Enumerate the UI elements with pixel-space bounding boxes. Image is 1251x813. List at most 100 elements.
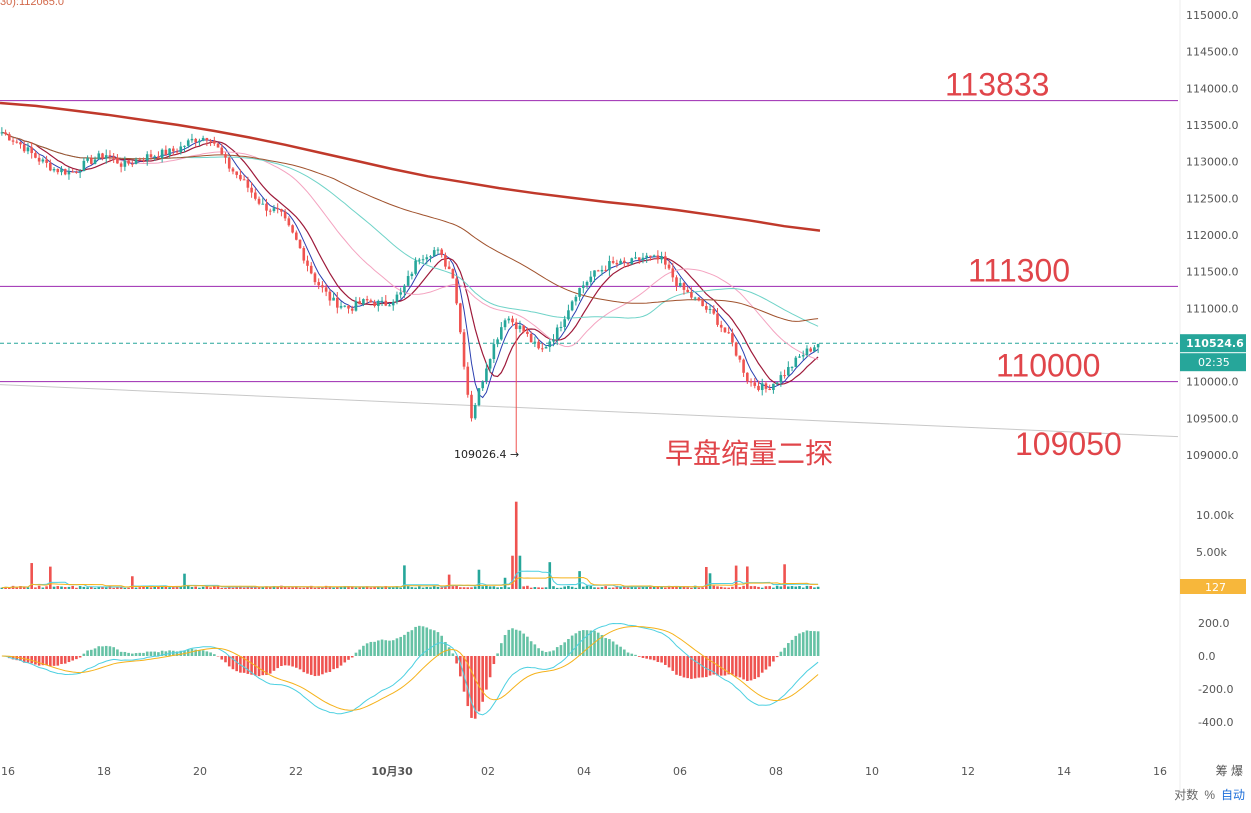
volume-bar [414, 588, 417, 589]
volume-bar [500, 587, 503, 589]
candle-body [392, 302, 395, 306]
macd-hist-bar [787, 643, 790, 656]
volume-bar [127, 588, 130, 589]
price-tick-label: 109000.0 [1186, 449, 1239, 462]
candle-body [101, 153, 104, 158]
candle-body [146, 154, 149, 160]
macd-hist-bar [53, 656, 56, 666]
candle-body [30, 147, 33, 153]
volume-bar [38, 586, 41, 589]
volume-tick-label: 10.00k [1196, 509, 1234, 522]
candle-body [526, 332, 529, 334]
candle-body [463, 332, 466, 366]
volume-bar [172, 587, 175, 589]
countdown-text: 02:35 [1198, 356, 1230, 369]
macd-hist-bar [247, 656, 250, 674]
candle-body [56, 169, 59, 172]
macd-hist-bar [548, 651, 551, 656]
candle-body [358, 301, 361, 304]
volume-bar [83, 587, 86, 589]
candle-body [172, 149, 175, 152]
macd-hist-bar [768, 656, 771, 666]
candle-body [765, 383, 768, 388]
macd-hist-bar [336, 656, 339, 668]
volume-bar [27, 587, 30, 589]
volume-bar [418, 586, 421, 589]
auto-scale-toggle[interactable]: 自动 [1221, 788, 1245, 802]
candle-body [582, 285, 585, 288]
candle-body [306, 261, 309, 266]
macd-hist-bar [381, 640, 384, 656]
macd-hist-bar [343, 656, 346, 662]
volume-bar [526, 586, 529, 589]
macd-hist-bar [280, 656, 283, 666]
log-scale-toggle[interactable]: 对数 [1174, 788, 1198, 802]
candle-body [698, 298, 701, 301]
candle-body [97, 153, 100, 159]
macd-hist-bar [418, 626, 421, 656]
candle-body [23, 144, 26, 151]
macd-hist-bar [735, 656, 738, 677]
volume-bar [470, 587, 473, 589]
macd-hist-bar [355, 653, 358, 656]
volume-bar [504, 578, 507, 589]
candle-body [247, 180, 250, 188]
candle-body [202, 138, 205, 141]
volume-bar [411, 587, 414, 589]
candle-body [90, 158, 93, 164]
macd-hist-bar [317, 656, 320, 676]
candle-body [802, 355, 805, 356]
macd-hist-bar [340, 656, 343, 666]
candle-body [586, 282, 589, 285]
macd-hist-bar [649, 656, 652, 659]
candle-body [452, 269, 455, 278]
candle-body [668, 265, 671, 269]
side-label[interactable]: 筹 爆 [1216, 762, 1243, 779]
candle-body [19, 142, 22, 144]
macd-hist-bar [373, 642, 376, 656]
percent-scale-toggle[interactable]: % [1204, 788, 1215, 802]
candle-body [299, 240, 302, 248]
macd-hist-bar [407, 632, 410, 656]
macd-hist-bar [619, 647, 622, 656]
macd-hist-bar [302, 656, 305, 672]
candle-body [1, 132, 4, 133]
macd-hist-bar [68, 656, 71, 662]
candle-body [787, 367, 790, 375]
candle-body [783, 375, 786, 376]
macd-hist-bar [150, 652, 153, 656]
candle-body [284, 212, 287, 219]
time-tick-label: 12 [961, 765, 975, 778]
time-tick-label: 08 [769, 765, 783, 778]
volume-bar [291, 587, 294, 589]
macd-hist-bar [321, 656, 324, 674]
candle-body [455, 278, 458, 303]
volume-bar [739, 587, 742, 589]
candle-body [317, 282, 320, 285]
macd-hist-bar [86, 650, 89, 656]
macd-hist-bar [403, 635, 406, 656]
macd-hist-bar [433, 630, 436, 656]
macd-hist-bar [526, 637, 529, 656]
candle-body [45, 159, 48, 162]
candle-body [474, 405, 477, 418]
volume-bar [638, 587, 641, 589]
macd-hist-bar [519, 631, 522, 656]
volume-bar [56, 586, 59, 589]
volume-bar [507, 587, 510, 589]
macd-hist-bar [686, 656, 689, 678]
volume-bar [135, 588, 138, 589]
volume-bar [138, 587, 141, 589]
candle-body [578, 288, 581, 297]
candle-body [489, 359, 492, 368]
candle-body [742, 360, 745, 373]
macd-hist-bar [698, 656, 701, 678]
macd-hist-bar [377, 640, 380, 656]
candle-body [671, 268, 674, 277]
macd-hist-bar [299, 656, 302, 669]
macd-hist-bar [530, 641, 533, 656]
volume-bar [791, 586, 794, 589]
macd-hist-bar [671, 656, 674, 671]
